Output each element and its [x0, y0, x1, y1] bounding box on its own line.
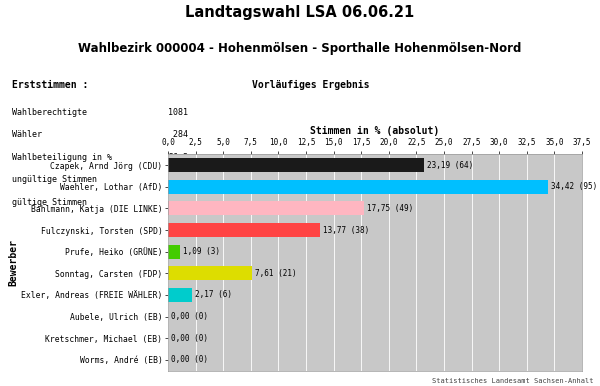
- Text: Landtagswahl LSA 06.06.21: Landtagswahl LSA 06.06.21: [185, 5, 415, 20]
- Text: Wahlbeteiligung in %: Wahlbeteiligung in %: [12, 153, 112, 162]
- Text: 0,00 (0): 0,00 (0): [171, 334, 208, 343]
- Bar: [168, 223, 320, 237]
- Text: 7,61 (21): 7,61 (21): [255, 269, 296, 278]
- Text: 26,3: 26,3: [168, 153, 188, 162]
- Text: Vorläufiges Ergebnis: Vorläufiges Ergebnis: [252, 80, 370, 90]
- Text: gültige Stimmen: gültige Stimmen: [12, 198, 87, 207]
- Text: 1081: 1081: [168, 108, 188, 117]
- Text: 0,00 (0): 0,00 (0): [171, 355, 208, 364]
- Bar: [168, 266, 252, 280]
- Y-axis label: Bewerber: Bewerber: [8, 239, 18, 286]
- Text: 8: 8: [168, 175, 173, 184]
- Text: Statistisches Landesamt Sachsen-Anhalt: Statistisches Landesamt Sachsen-Anhalt: [433, 378, 594, 384]
- Bar: [168, 288, 192, 302]
- Text: 23,19 (64): 23,19 (64): [427, 161, 473, 170]
- Text: 1,09 (3): 1,09 (3): [183, 247, 220, 256]
- Text: 2,17 (6): 2,17 (6): [195, 290, 232, 300]
- Text: 276: 276: [168, 198, 183, 207]
- Text: Wahlbezirk 000004 - Hohenmölsen - Sporthalle Hohenmölsen-Nord: Wahlbezirk 000004 - Hohenmölsen - Sporth…: [79, 42, 521, 55]
- Bar: [168, 158, 424, 172]
- Bar: [168, 201, 364, 215]
- Bar: [168, 180, 548, 194]
- Text: Erststimmen :: Erststimmen :: [12, 80, 88, 90]
- Text: 34,42 (95): 34,42 (95): [551, 182, 597, 191]
- Text: 284: 284: [168, 130, 188, 139]
- Text: 0,00 (0): 0,00 (0): [171, 312, 208, 321]
- Text: Wahlberechtigte: Wahlberechtigte: [12, 108, 87, 117]
- Text: Wähler: Wähler: [12, 130, 42, 139]
- Text: 13,77 (38): 13,77 (38): [323, 225, 369, 235]
- X-axis label: Stimmen in % (absolut): Stimmen in % (absolut): [310, 125, 440, 135]
- Bar: [168, 245, 180, 259]
- Text: ungültige Stimmen: ungültige Stimmen: [12, 175, 97, 184]
- Text: 17,75 (49): 17,75 (49): [367, 204, 413, 213]
